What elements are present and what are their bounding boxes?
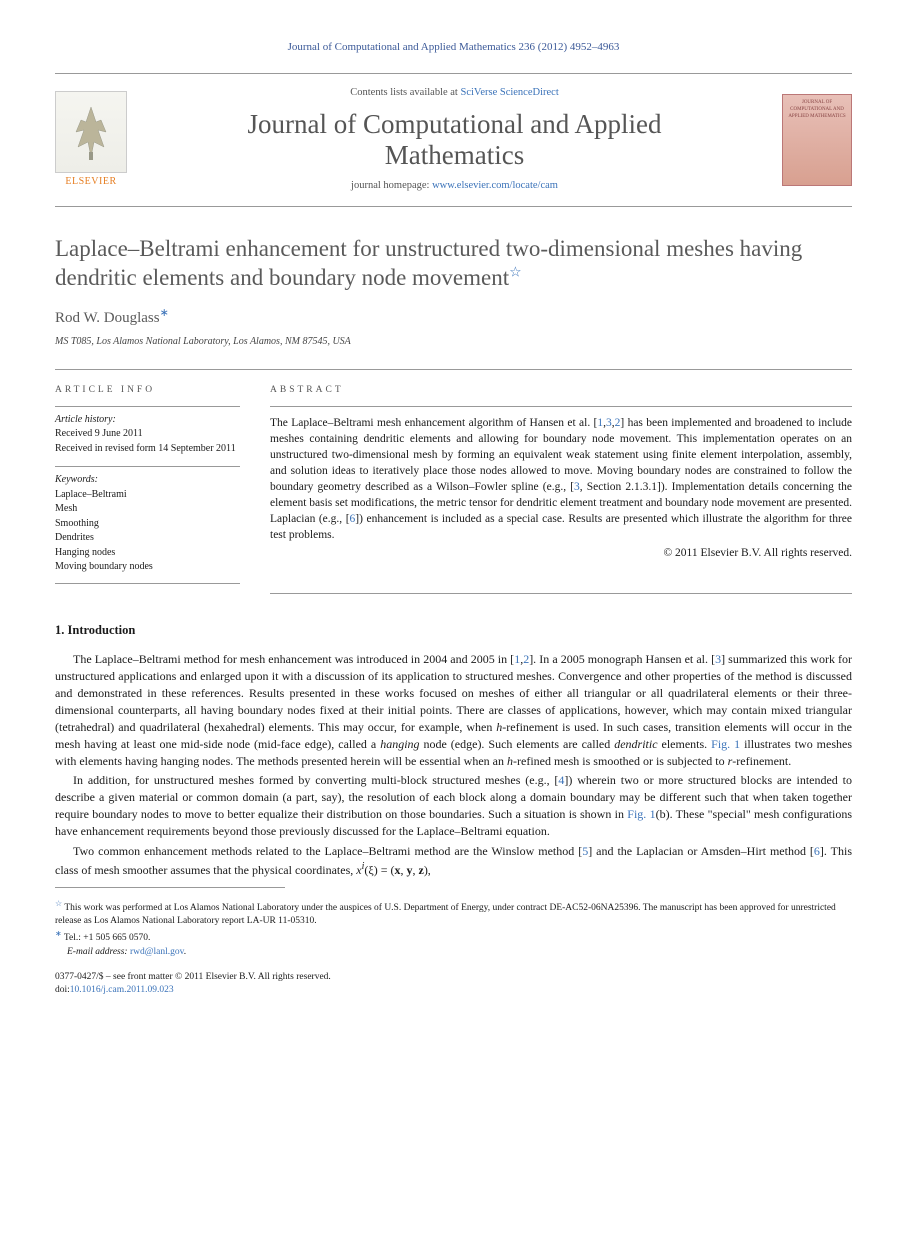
fig-link[interactable]: Fig. 1: [627, 807, 655, 821]
ref-link[interactable]: 2: [523, 652, 529, 666]
homepage-link[interactable]: www.elsevier.com/locate/cam: [432, 180, 558, 191]
tree-svg: [66, 102, 116, 162]
ref-link[interactable]: 5: [582, 844, 588, 858]
history-label: Article history:: [55, 414, 116, 425]
received-date: Received 9 June 2011: [55, 428, 143, 439]
affiliation: MS T085, Los Alamos National Laboratory,…: [55, 335, 852, 349]
title-footnote-marker[interactable]: ☆: [509, 265, 522, 280]
abstract-heading: ABSTRACT: [270, 384, 852, 397]
abstract-text: The Laplace–Beltrami mesh enhancement al…: [270, 406, 852, 544]
article-info-column: ARTICLE INFO Article history: Received 9…: [55, 384, 240, 593]
contents-prefix: Contents lists available at: [350, 87, 460, 98]
header-citation: Journal of Computational and Applied Mat…: [55, 40, 852, 55]
footer-meta: 0377-0427/$ – see front matter © 2011 El…: [55, 971, 852, 998]
homepage-line: journal homepage: www.elsevier.com/locat…: [141, 179, 768, 194]
keyword: Smoothing: [55, 518, 99, 529]
email-link[interactable]: rwd@lanl.gov: [130, 947, 184, 957]
revised-date: Received in revised form 14 September 20…: [55, 443, 236, 454]
journal-name-line1: Journal of Computational and Applied: [248, 109, 662, 139]
footnote-1: ☆ This work was performed at Los Alamos …: [55, 898, 852, 929]
intro-para-2: In addition, for unstructured meshes for…: [55, 772, 852, 840]
abstract-copyright: © 2011 Elsevier B.V. All rights reserved…: [270, 545, 852, 561]
footnotes: ☆ This work was performed at Los Alamos …: [55, 892, 852, 960]
journal-name-line2: Mathematics: [385, 140, 524, 170]
footnote-marker: ∗: [55, 929, 62, 938]
keyword: Laplace–Beltrami: [55, 489, 127, 500]
publisher-block: ELSEVIER: [55, 91, 127, 189]
cover-thumbnail: JOURNAL OF COMPUTATIONAL AND APPLIED MAT…: [782, 94, 852, 186]
abs-t3: ]) enhancement is included as a special …: [270, 513, 852, 541]
doi-line: doi:10.1016/j.cam.2011.09.023: [55, 984, 852, 997]
keyword: Mesh: [55, 503, 77, 514]
keyword: Dendrites: [55, 532, 94, 543]
email-line: E-mail address: rwd@lanl.gov.: [55, 946, 852, 959]
footnote-2-text: Tel.: +1 505 665 0570.: [64, 933, 151, 943]
elsevier-label: ELSEVIER: [55, 175, 127, 189]
intro-para-3: Two common enhancement methods related t…: [55, 843, 852, 879]
abs-t0: The Laplace–Beltrami mesh enhancement al…: [270, 417, 597, 429]
masthead: ELSEVIER Contents lists available at Sci…: [55, 73, 852, 206]
ref-link[interactable]: 3: [715, 652, 721, 666]
keyword: Moving boundary nodes: [55, 561, 153, 572]
doi-label: doi:: [55, 985, 70, 995]
article-title: Laplace–Beltrami enhancement for unstruc…: [55, 235, 852, 293]
author-line: Rod W. Douglass∗: [55, 306, 852, 329]
sciencedirect-link[interactable]: SciVerse ScienceDirect: [460, 87, 558, 98]
citation-link[interactable]: Journal of Computational and Applied Mat…: [288, 41, 620, 53]
abstract-column: ABSTRACT The Laplace–Beltrami mesh enhan…: [270, 384, 852, 593]
page-container: Journal of Computational and Applied Mat…: [0, 0, 907, 1028]
ref-link[interactable]: 4: [558, 773, 564, 787]
info-abstract-row: ARTICLE INFO Article history: Received 9…: [55, 369, 852, 593]
keywords-block: Keywords: Laplace–Beltrami Mesh Smoothin…: [55, 466, 240, 584]
corresponding-marker[interactable]: ∗: [160, 307, 169, 319]
email-label: E-mail address:: [67, 947, 128, 957]
ref-link[interactable]: 1: [514, 652, 520, 666]
footnote-marker: ☆: [55, 899, 62, 908]
footnote-rule: [55, 887, 285, 888]
footnote-1-text: This work was performed at Los Alamos Na…: [55, 903, 836, 926]
doi-link[interactable]: 10.1016/j.cam.2011.09.023: [70, 985, 174, 995]
homepage-prefix: journal homepage:: [351, 180, 432, 191]
intro-para-1: The Laplace–Beltrami method for mesh enh…: [55, 651, 852, 770]
ref-link[interactable]: 6: [814, 844, 820, 858]
journal-name: Journal of Computational and Applied Mat…: [141, 109, 768, 171]
front-matter-line: 0377-0427/$ – see front matter © 2011 El…: [55, 971, 852, 984]
info-heading: ARTICLE INFO: [55, 384, 240, 397]
footnote-2: ∗ Tel.: +1 505 665 0570.: [55, 928, 852, 945]
keywords-label: Keywords:: [55, 474, 98, 485]
section-heading-intro: 1. Introduction: [55, 622, 852, 640]
masthead-center: Contents lists available at SciVerse Sci…: [141, 86, 768, 193]
elsevier-tree-icon: [55, 91, 127, 173]
fig-link[interactable]: Fig. 1: [711, 737, 740, 751]
author-link[interactable]: Rod W. Douglass: [55, 310, 160, 326]
keyword: Hanging nodes: [55, 547, 115, 558]
title-text: Laplace–Beltrami enhancement for unstruc…: [55, 236, 802, 290]
contents-line: Contents lists available at SciVerse Sci…: [141, 86, 768, 101]
history-block: Article history: Received 9 June 2011 Re…: [55, 406, 240, 457]
